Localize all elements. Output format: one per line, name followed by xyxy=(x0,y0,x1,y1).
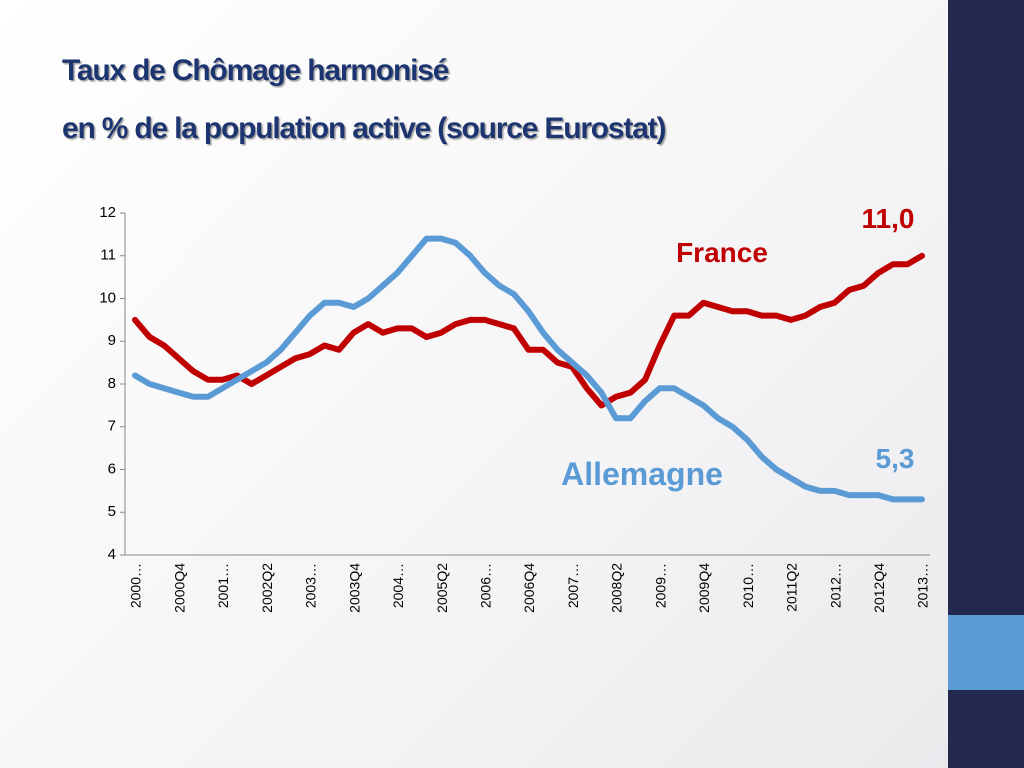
series-label: Allemagne xyxy=(561,456,723,492)
x-tick-label: 2005Q2 xyxy=(434,563,450,613)
y-tick-label: 9 xyxy=(108,332,116,349)
x-tick-label: 2009… xyxy=(652,563,668,608)
x-tick-label: 2006Q4 xyxy=(521,563,537,613)
data-label: 5,3 xyxy=(876,443,915,474)
sidebar-accent xyxy=(948,615,1024,690)
data-label: 11,0 xyxy=(862,203,915,234)
x-tick-label: 2002Q2 xyxy=(259,563,275,613)
x-tick-label: 2003Q4 xyxy=(346,563,362,613)
chart-title: Taux de Chômage harmonisé xyxy=(62,54,449,87)
chart-subtitle: en % de la population active (source Eur… xyxy=(62,112,665,145)
x-tick-label: 2007… xyxy=(565,563,581,608)
y-tick-label: 8 xyxy=(108,375,116,392)
y-tick-label: 12 xyxy=(99,204,116,221)
y-tick-label: 7 xyxy=(108,418,116,435)
x-tick-label: 2000Q4 xyxy=(171,563,187,613)
series-line xyxy=(132,252,925,409)
series-label: France xyxy=(676,237,768,268)
x-tick-label: 2006… xyxy=(477,563,493,608)
x-tick-label: 2013… xyxy=(915,563,931,608)
x-tick-label: 2003… xyxy=(303,563,319,608)
x-tick-label: 2010… xyxy=(740,563,756,608)
x-tick-label: 2009Q4 xyxy=(696,563,712,613)
y-tick-label: 11 xyxy=(100,247,116,264)
x-tick-label: 2012Q4 xyxy=(871,563,887,613)
y-tick-label: 5 xyxy=(108,503,116,520)
x-tick-label: 2004… xyxy=(390,563,406,608)
y-tick-label: 6 xyxy=(108,460,116,477)
x-tick-label: 2000… xyxy=(128,563,144,608)
x-tick-label: 2008Q2 xyxy=(609,563,625,613)
y-tick-label: 10 xyxy=(99,289,116,306)
series-line xyxy=(132,235,925,503)
x-tick-label: 2011Q2 xyxy=(784,563,800,612)
x-tick-label: 2001… xyxy=(215,563,231,608)
y-tick-label: 4 xyxy=(108,546,116,563)
x-tick-label: 2012… xyxy=(827,563,843,608)
